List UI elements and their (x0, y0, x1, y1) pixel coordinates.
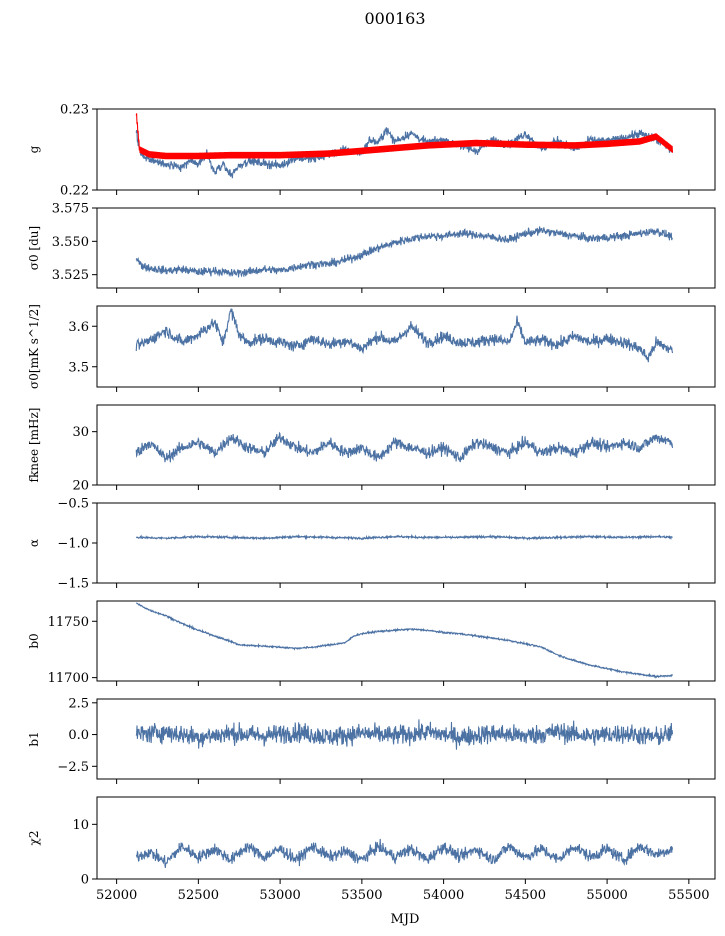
y-tick-label: 3.5 (68, 360, 89, 375)
series-line-data (135, 838, 674, 868)
series-line-data (135, 719, 674, 750)
series-line-data (135, 431, 674, 463)
y-tick-label: −0.5 (57, 497, 89, 512)
panel-7: −2.5 0.0 2.5 b1 (27, 696, 716, 784)
y-tick-label: −1.0 (57, 537, 89, 552)
series-line-data (135, 533, 673, 541)
y-tick-label: 0 (81, 873, 89, 888)
y-tick-label: 10 (72, 818, 89, 833)
series-line-data (136, 602, 673, 679)
axes-frame (96, 404, 716, 486)
y-tick-label: 3.550 (52, 235, 89, 250)
y-tick-label: 3.575 (52, 202, 89, 217)
panel-2: 3.525 3.550 3.575 σ0 [du] (27, 202, 716, 293)
panel-6: 11700 11750 b0 (27, 600, 716, 686)
y-tick-label: −2.5 (57, 760, 89, 775)
y-tick-label: 3.6 (68, 320, 89, 335)
panel-3: 3.5 3.6 σ0[mK s^1/2] (27, 304, 716, 392)
y-axis-label: χ2 (27, 831, 41, 846)
x-tick-label: 53500 (341, 888, 382, 903)
series-line-data (135, 307, 674, 363)
y-axis-label: g (27, 145, 41, 153)
x-tick-label: 54500 (505, 888, 546, 903)
panel-1: 0.22 0.23 g (27, 103, 716, 199)
y-tick-label: 11700 (48, 671, 89, 686)
x-tick-label: 55500 (668, 888, 709, 903)
axes-frame (96, 305, 716, 388)
axes-frame (96, 698, 716, 780)
y-tick-label: 3.525 (52, 268, 89, 283)
y-tick-label: 2.5 (68, 696, 89, 711)
panel-5: −1.5 −1.0 −0.5 α (27, 497, 716, 592)
series-line-fit (135, 113, 674, 160)
y-tick-label: 30 (72, 425, 89, 440)
x-tick-label: 52000 (96, 888, 137, 903)
x-tick-label: 53000 (259, 888, 300, 903)
axes-frame (96, 108, 716, 191)
x-tick-label: 54000 (423, 888, 464, 903)
x-tick-label: 55000 (586, 888, 627, 903)
series-line-data (135, 226, 673, 278)
axes-frame (96, 600, 716, 682)
axes-frame (96, 796, 716, 880)
y-tick-label: 11750 (48, 615, 89, 630)
y-tick-label: 0.22 (60, 184, 89, 199)
y-tick-label: −1.5 (57, 577, 89, 592)
y-axis-label: σ0 [du] (27, 226, 41, 270)
figure-title: 000163 (364, 9, 425, 28)
y-tick-label: 0.0 (68, 728, 89, 743)
y-axis-label: α (27, 539, 41, 547)
y-axis-label: σ0[mK s^1/2] (27, 304, 41, 389)
y-tick-label: 0.23 (60, 103, 89, 118)
x-axis-label: MJD (391, 912, 420, 927)
y-axis-label: b1 (27, 731, 41, 746)
axes-frame (96, 502, 716, 584)
y-tick-label: 20 (72, 479, 89, 494)
axes-frame (96, 207, 716, 289)
y-axis-label: fknee [mHz] (27, 408, 41, 483)
x-tick-label: 52500 (178, 888, 219, 903)
panels: 0.22 0.23 g 3.525 3.550 3.575 σ0 [du] 3.5 3.6 σ0[… (27, 103, 716, 903)
panel-4: 20 30 fknee [mHz] (27, 404, 716, 494)
panel-8: 0 10 52000 52500 53000 53500 54000 54500 55000 55… (27, 796, 716, 903)
y-axis-label: b0 (27, 633, 41, 648)
